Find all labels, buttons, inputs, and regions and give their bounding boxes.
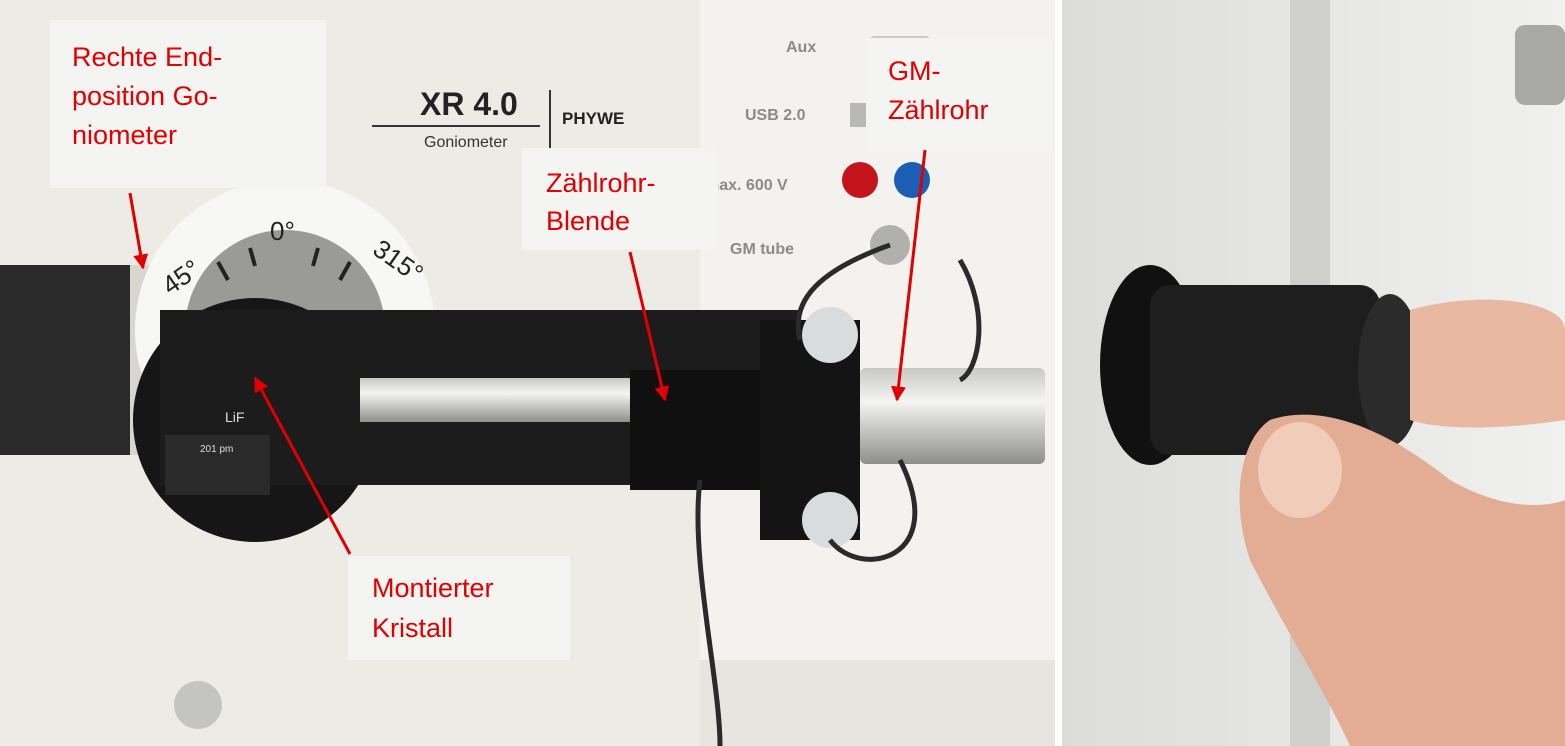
annotation-text: Montierter bbox=[372, 573, 494, 603]
model-label: XR 4.0 bbox=[420, 86, 518, 122]
module-label: Goniometer bbox=[424, 134, 508, 151]
annotation-text: Zählrohr- bbox=[546, 168, 656, 198]
annotation-box bbox=[522, 148, 718, 250]
annotations: Rechte End- position Go- niometer Zählro… bbox=[50, 20, 1052, 660]
right-photo bbox=[1062, 0, 1565, 746]
arrow bbox=[128, 192, 149, 270]
annotation-text: niometer bbox=[72, 120, 177, 150]
annotation-text: GM- bbox=[888, 56, 940, 86]
brand-label: PHYWE bbox=[562, 109, 624, 128]
port-label: Aux bbox=[786, 39, 816, 56]
arrow bbox=[253, 376, 352, 555]
annotation-box bbox=[50, 20, 326, 188]
annotation-text: Blende bbox=[546, 206, 630, 236]
arrow bbox=[891, 149, 927, 402]
annotation-text: position Go- bbox=[72, 81, 218, 111]
arrow bbox=[628, 251, 670, 402]
crystal-label: LiF bbox=[225, 409, 244, 425]
annotation-box bbox=[866, 38, 1052, 152]
port-label: GM tube bbox=[730, 241, 794, 258]
annotation-text: Zählrohr bbox=[888, 95, 989, 125]
port-label: USB 2.0 bbox=[745, 107, 806, 124]
annotation-text: Kristall bbox=[372, 613, 453, 643]
annotation-box bbox=[348, 556, 570, 660]
crystal-label: 201 pm bbox=[200, 444, 233, 455]
angle-label: 0° bbox=[270, 216, 295, 246]
annotation-text: Rechte End- bbox=[72, 42, 222, 72]
port-label: max. 600 V bbox=[705, 177, 788, 194]
